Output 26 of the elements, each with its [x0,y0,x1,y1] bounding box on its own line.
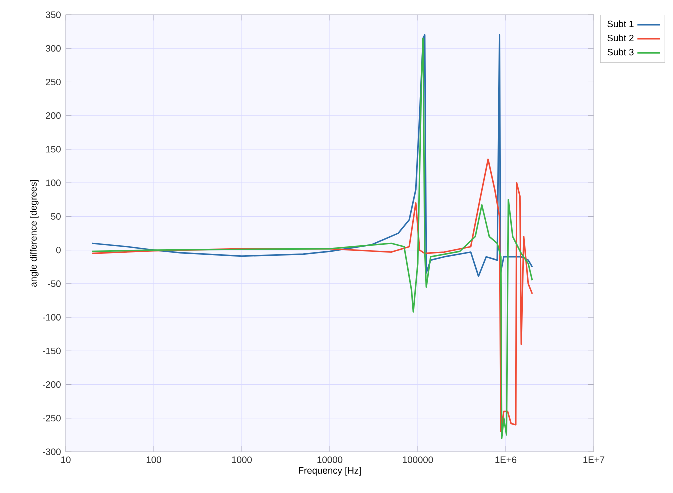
x-tick-label: 1000 [232,456,252,464]
y-tick-label: -250 [43,415,61,422]
legend-label: Subt 1 [608,20,634,28]
x-tick-label: 10000 [318,456,343,464]
y-tick-label: -200 [43,381,61,388]
y-tick-label: 150 [46,146,61,153]
y-axis-title: angle difference [degrees] [30,180,39,287]
legend-label: Subt 2 [608,34,634,42]
y-tick-label: 100 [46,180,61,186]
y-tick-label: 50 [51,213,61,220]
x-tick-label: 100 [146,456,162,464]
x-tick-label: 10 [62,456,71,464]
x-axis-title: Frequency [Hz] [299,467,361,476]
x-tick-label: 100000 [403,456,434,464]
y-tick-label: 300 [46,45,61,52]
x-tick-label: 1E+7 [584,456,605,464]
y-tick-label: -50 [48,280,61,288]
x-tick-label: 1E+6 [496,456,517,464]
y-tick-label: 0 [56,247,61,254]
y-tick-label: -300 [43,448,61,456]
y-tick-label: 200 [46,112,61,120]
y-tick-label: -100 [43,314,61,321]
y-tick-label: -150 [43,348,61,354]
legend-label: Subt 3 [608,48,634,56]
y-tick-label: 250 [46,78,61,86]
y-tick-label: 350 [46,12,61,18]
